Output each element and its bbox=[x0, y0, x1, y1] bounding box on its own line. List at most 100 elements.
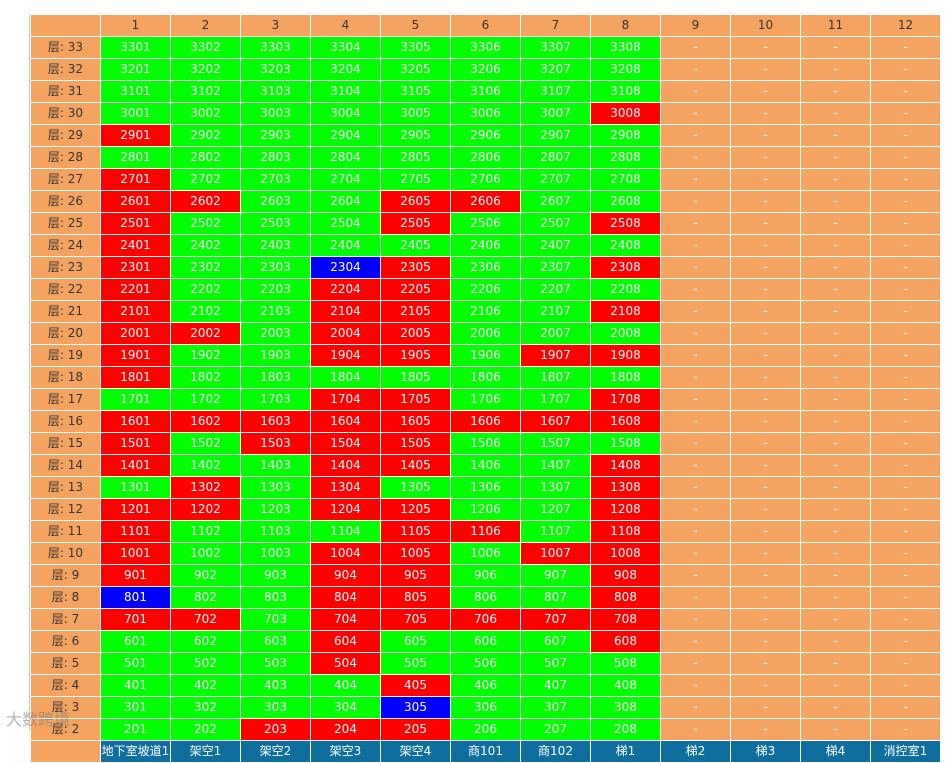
room-cell[interactable]: 1601 bbox=[100, 410, 171, 433]
room-cell[interactable]: 502 bbox=[170, 652, 241, 675]
unit-label[interactable]: 架空3 bbox=[310, 740, 381, 763]
room-cell[interactable]: 2802 bbox=[170, 146, 241, 169]
room-cell[interactable]: 3103 bbox=[240, 80, 311, 103]
room-cell[interactable]: 1604 bbox=[310, 410, 381, 433]
room-cell[interactable]: 401 bbox=[100, 674, 171, 697]
room-cell[interactable]: 408 bbox=[590, 674, 661, 697]
room-cell[interactable]: 2701 bbox=[100, 168, 171, 191]
room-cell[interactable]: 208 bbox=[590, 718, 661, 741]
room-cell[interactable]: 605 bbox=[380, 630, 451, 653]
room-cell[interactable]: 2804 bbox=[310, 146, 381, 169]
room-cell[interactable]: 1306 bbox=[450, 476, 521, 499]
room-cell[interactable]: 1506 bbox=[450, 432, 521, 455]
room-cell[interactable]: 2603 bbox=[240, 190, 311, 213]
room-cell[interactable]: 2002 bbox=[170, 322, 241, 345]
room-cell[interactable]: 503 bbox=[240, 652, 311, 675]
room-cell[interactable]: 1405 bbox=[380, 454, 451, 477]
room-cell[interactable]: 1004 bbox=[310, 542, 381, 565]
room-cell[interactable]: 2106 bbox=[450, 300, 521, 323]
room-cell[interactable]: 608 bbox=[590, 630, 661, 653]
room-cell[interactable]: 1606 bbox=[450, 410, 521, 433]
room-cell[interactable]: 504 bbox=[310, 652, 381, 675]
room-cell[interactable]: 3207 bbox=[520, 58, 591, 81]
room-cell[interactable]: 1202 bbox=[170, 498, 241, 521]
room-cell[interactable]: 1507 bbox=[520, 432, 591, 455]
room-cell[interactable]: 2806 bbox=[450, 146, 521, 169]
unit-label[interactable]: 梯1 bbox=[590, 740, 661, 763]
room-cell[interactable]: 1104 bbox=[310, 520, 381, 543]
room-cell[interactable]: 707 bbox=[520, 608, 591, 631]
room-cell[interactable]: 3107 bbox=[520, 80, 591, 103]
room-cell[interactable]: 2408 bbox=[590, 234, 661, 257]
room-cell[interactable]: 1901 bbox=[100, 344, 171, 367]
room-cell[interactable]: 2504 bbox=[310, 212, 381, 235]
unit-label[interactable]: 梯2 bbox=[660, 740, 731, 763]
room-cell[interactable]: 2808 bbox=[590, 146, 661, 169]
room-cell[interactable]: 2905 bbox=[380, 124, 451, 147]
room-cell[interactable]: 3105 bbox=[380, 80, 451, 103]
room-cell[interactable]: 3205 bbox=[380, 58, 451, 81]
room-cell[interactable]: 706 bbox=[450, 608, 521, 631]
room-cell[interactable]: 1505 bbox=[380, 432, 451, 455]
room-cell[interactable]: 2503 bbox=[240, 212, 311, 235]
room-cell[interactable]: 2604 bbox=[310, 190, 381, 213]
room-cell[interactable]: 2906 bbox=[450, 124, 521, 147]
room-cell[interactable]: 2505 bbox=[380, 212, 451, 235]
room-cell[interactable]: 307 bbox=[520, 696, 591, 719]
room-cell[interactable]: 2904 bbox=[310, 124, 381, 147]
room-cell[interactable]: 607 bbox=[520, 630, 591, 653]
room-cell[interactable]: 3202 bbox=[170, 58, 241, 81]
room-cell[interactable]: 404 bbox=[310, 674, 381, 697]
room-cell[interactable]: 2006 bbox=[450, 322, 521, 345]
room-cell[interactable]: 801 bbox=[100, 586, 171, 609]
room-cell[interactable]: 2805 bbox=[380, 146, 451, 169]
room-cell[interactable]: 1903 bbox=[240, 344, 311, 367]
room-cell[interactable]: 1802 bbox=[170, 366, 241, 389]
unit-label[interactable]: 商101 bbox=[450, 740, 521, 763]
room-cell[interactable]: 1702 bbox=[170, 388, 241, 411]
room-cell[interactable]: 303 bbox=[240, 696, 311, 719]
room-cell[interactable]: 2506 bbox=[450, 212, 521, 235]
room-cell[interactable]: 606 bbox=[450, 630, 521, 653]
room-cell[interactable]: 1806 bbox=[450, 366, 521, 389]
room-cell[interactable]: 1708 bbox=[590, 388, 661, 411]
room-cell[interactable]: 2307 bbox=[520, 256, 591, 279]
room-cell[interactable]: 1701 bbox=[100, 388, 171, 411]
room-cell[interactable]: 904 bbox=[310, 564, 381, 587]
room-cell[interactable]: 905 bbox=[380, 564, 451, 587]
room-cell[interactable]: 302 bbox=[170, 696, 241, 719]
unit-label[interactable]: 商102 bbox=[520, 740, 591, 763]
room-cell[interactable]: 1707 bbox=[520, 388, 591, 411]
room-cell[interactable]: 2704 bbox=[310, 168, 381, 191]
room-cell[interactable]: 205 bbox=[380, 718, 451, 741]
room-cell[interactable]: 804 bbox=[310, 586, 381, 609]
room-cell[interactable]: 1908 bbox=[590, 344, 661, 367]
room-cell[interactable]: 2104 bbox=[310, 300, 381, 323]
room-cell[interactable]: 405 bbox=[380, 674, 451, 697]
room-cell[interactable]: 2105 bbox=[380, 300, 451, 323]
room-cell[interactable]: 2404 bbox=[310, 234, 381, 257]
room-cell[interactable]: 1008 bbox=[590, 542, 661, 565]
room-cell[interactable]: 1003 bbox=[240, 542, 311, 565]
room-cell[interactable]: 2807 bbox=[520, 146, 591, 169]
room-cell[interactable]: 2302 bbox=[170, 256, 241, 279]
room-cell[interactable]: 207 bbox=[520, 718, 591, 741]
room-cell[interactable]: 3303 bbox=[240, 36, 311, 59]
room-cell[interactable]: 1804 bbox=[310, 366, 381, 389]
room-cell[interactable]: 1406 bbox=[450, 454, 521, 477]
room-cell[interactable]: 1007 bbox=[520, 542, 591, 565]
room-cell[interactable]: 1403 bbox=[240, 454, 311, 477]
room-cell[interactable]: 907 bbox=[520, 564, 591, 587]
room-cell[interactable]: 704 bbox=[310, 608, 381, 631]
room-cell[interactable]: 1504 bbox=[310, 432, 381, 455]
room-cell[interactable]: 2507 bbox=[520, 212, 591, 235]
room-cell[interactable]: 2707 bbox=[520, 168, 591, 191]
room-cell[interactable]: 1001 bbox=[100, 542, 171, 565]
room-cell[interactable]: 2205 bbox=[380, 278, 451, 301]
room-cell[interactable]: 603 bbox=[240, 630, 311, 653]
room-cell[interactable]: 1508 bbox=[590, 432, 661, 455]
room-cell[interactable]: 3006 bbox=[450, 102, 521, 125]
room-cell[interactable]: 2601 bbox=[100, 190, 171, 213]
room-cell[interactable]: 1705 bbox=[380, 388, 451, 411]
room-cell[interactable]: 602 bbox=[170, 630, 241, 653]
